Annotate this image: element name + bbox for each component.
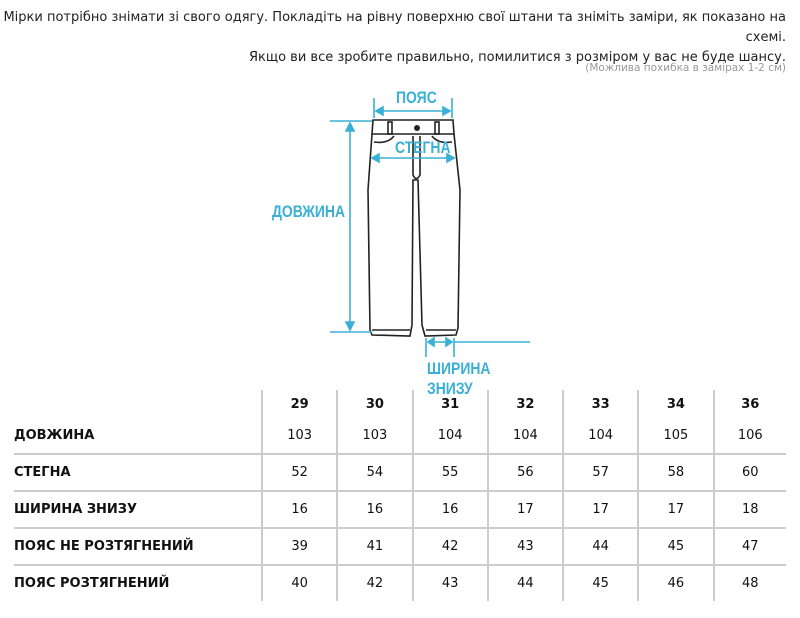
- row-label: СТЕГНА: [14, 465, 71, 480]
- instructions: Мірки потрібно знімати зі свого одягу. П…: [0, 8, 786, 68]
- row-label: ПОЯС РОЗТЯГНЕНИЙ: [14, 576, 170, 591]
- size-header: 29: [260, 390, 338, 418]
- instructions-line-1: Мірки потрібно знімати зі свого одягу. П…: [3, 10, 786, 45]
- table-cell: 48: [712, 565, 786, 601]
- tolerance-note: (Можлива похибка в замірах 1-2 см): [585, 62, 786, 74]
- instructions-line-2: Якщо ви все зробите правильно, помилитис…: [248, 50, 786, 65]
- table-row: ПОЯС РОЗТЯГНЕНИЙ 40 42 43 44 45 46 48: [14, 565, 786, 601]
- size-header: 33: [561, 390, 639, 418]
- table-row: ДОВЖИНА 103 103 104 104 104 105 106: [14, 418, 786, 454]
- size-header: 36: [712, 390, 786, 418]
- length-label: ДОВЖИНА: [272, 202, 346, 221]
- table-cell: 52: [260, 454, 338, 491]
- table-cell: 60: [712, 454, 786, 491]
- table-cell: 39: [260, 528, 338, 565]
- table-cell: 57: [561, 454, 639, 491]
- hips-label: СТЕГНА: [395, 138, 451, 157]
- table-cell: 47: [712, 528, 786, 565]
- table-cell: 44: [561, 528, 639, 565]
- table-cell: 18: [712, 491, 786, 528]
- table-cell: 40: [260, 565, 338, 601]
- table-cell: 58: [637, 454, 714, 491]
- table-cell: 43: [411, 565, 488, 601]
- table-cell: 17: [561, 491, 639, 528]
- table-cell: 42: [411, 528, 488, 565]
- size-header-row: 29 30 31 32 33 34 36: [14, 390, 786, 418]
- pants-illustration: [330, 98, 530, 357]
- table-cell: 103: [260, 418, 338, 454]
- size-table: 29 30 31 32 33 34 36 ДОВЖИНА 103 103 104 104…: [14, 390, 786, 601]
- table-cell: 105: [637, 418, 714, 454]
- table-row: ПОЯС НЕ РОЗТЯГНЕНИЙ 39 41 42 43 44 45 47: [14, 528, 786, 565]
- table-cell: 16: [260, 491, 338, 528]
- table-cell: 54: [336, 454, 413, 491]
- table-cell: 17: [486, 491, 563, 528]
- pants-measurement-diagram: ПОЯС СТЕГНА ДОВЖИНА ШИРИНА ЗНИЗУ: [260, 80, 540, 398]
- table-cell: 103: [336, 418, 413, 454]
- table-cell: 104: [486, 418, 563, 454]
- row-label: ПОЯС НЕ РОЗТЯГНЕНИЙ: [14, 539, 194, 554]
- table-cell: 45: [561, 565, 639, 601]
- size-header: 34: [637, 390, 714, 418]
- table-cell: 42: [336, 565, 413, 601]
- waist-label: ПОЯС: [396, 88, 437, 107]
- measurement-arrows: [330, 98, 530, 357]
- size-header: 31: [411, 390, 488, 418]
- table-cell: 55: [411, 454, 488, 491]
- table-cell: 44: [486, 565, 563, 601]
- table-cell: 45: [637, 528, 714, 565]
- table-cell: 104: [561, 418, 639, 454]
- table-cell: 106: [712, 418, 786, 454]
- table-cell: 16: [336, 491, 413, 528]
- size-header: 32: [486, 390, 563, 418]
- table-cell: 41: [336, 528, 413, 565]
- table-row: ШИРИНА ЗНИЗУ 16 16 16 17 17 17 18: [14, 491, 786, 528]
- table-cell: 43: [486, 528, 563, 565]
- table-cell: 16: [411, 491, 488, 528]
- table-row: СТЕГНА 52 54 55 56 57 58 60: [14, 454, 786, 491]
- pants-outline: [367, 119, 461, 337]
- row-label: ШИРИНА ЗНИЗУ: [14, 502, 138, 517]
- table-cell: 46: [637, 565, 714, 601]
- table-cell: 104: [411, 418, 488, 454]
- row-label: ДОВЖИНА: [14, 428, 95, 443]
- table-cell: 17: [637, 491, 714, 528]
- size-header: 30: [336, 390, 413, 418]
- table-cell: 56: [486, 454, 563, 491]
